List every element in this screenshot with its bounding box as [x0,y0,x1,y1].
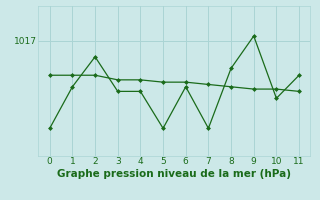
X-axis label: Graphe pression niveau de la mer (hPa): Graphe pression niveau de la mer (hPa) [57,169,292,179]
